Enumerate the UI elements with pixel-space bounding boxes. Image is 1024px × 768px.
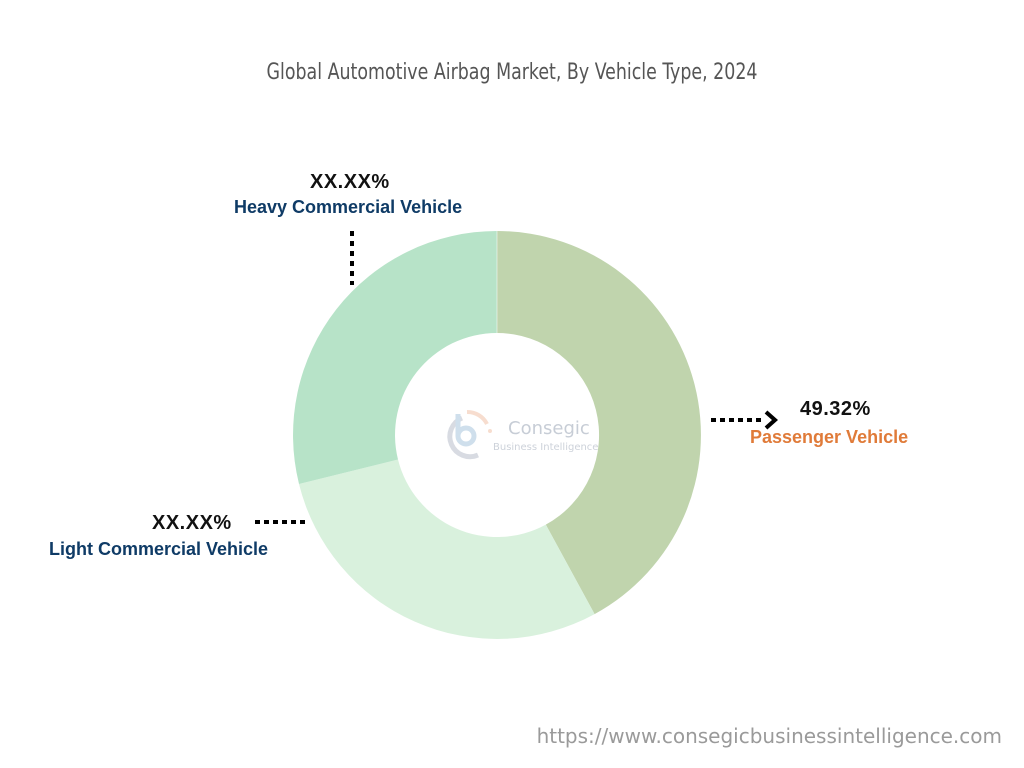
segment-passenger-vehicle	[497, 231, 701, 615]
heavy-commercial-value: XX.XX%	[310, 171, 390, 193]
watermark-brand: Consegic	[508, 418, 590, 439]
leader-arrow-passenger	[711, 410, 779, 430]
segment-light-commercial-vehicle	[299, 459, 595, 639]
source-url: https://www.consegicbusinessintelligence…	[536, 724, 1002, 748]
passenger-value: 49.32%	[800, 398, 871, 420]
light-commercial-value: XX.XX%	[152, 512, 232, 534]
watermark-tagline: Business Intelligence	[493, 442, 599, 453]
segment-heavy-commercial-vehicle	[293, 231, 497, 484]
consegic-logo-icon	[447, 409, 492, 460]
heavy-commercial-label: Heavy Commercial Vehicle	[234, 197, 463, 217]
passenger-label: Passenger Vehicle	[750, 427, 909, 447]
light-commercial-label: Light Commercial Vehicle	[49, 539, 269, 559]
chart-title: Global Automotive Airbag Market, By Vehi…	[266, 60, 758, 85]
